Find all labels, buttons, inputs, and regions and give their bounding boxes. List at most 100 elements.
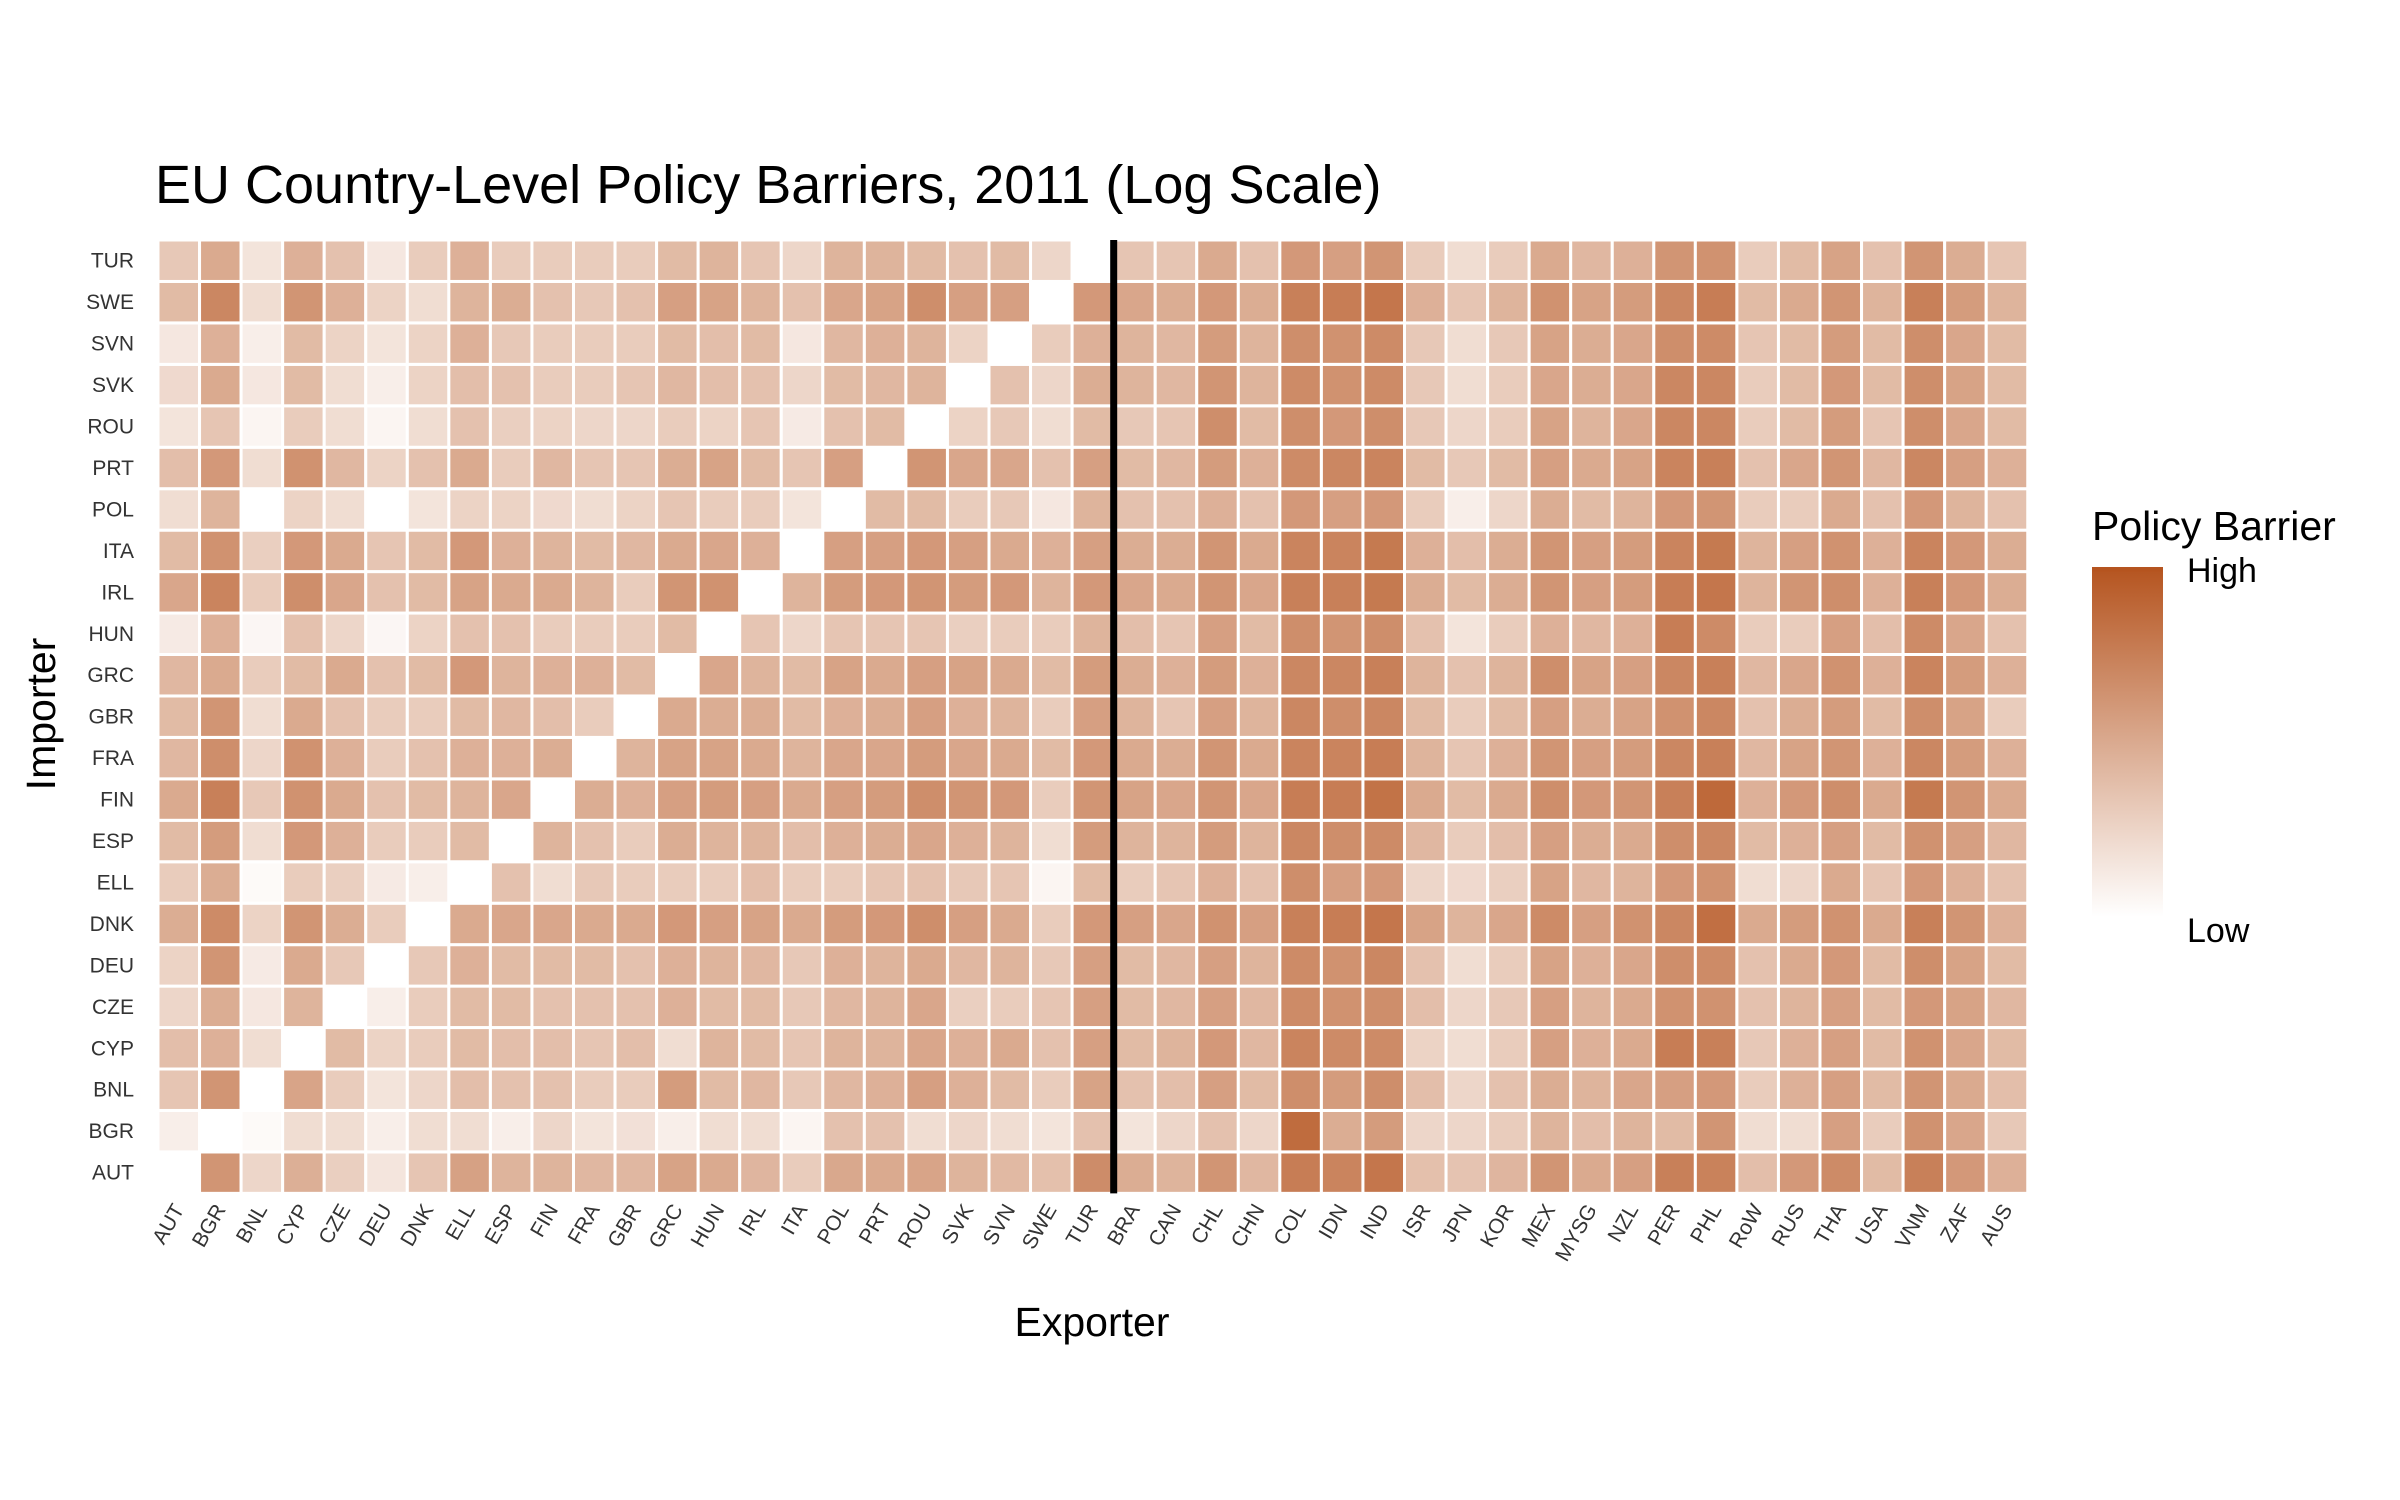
heatmap-cell-DNK-PHL [1693, 901, 1739, 947]
heatmap-cell-GRC-GRC [655, 653, 700, 698]
heatmap-cell-SVK-ELL [447, 362, 492, 408]
heatmap-cell-ROU-USA [1860, 404, 1905, 449]
heatmap-cell-FIN-HUN [696, 777, 742, 822]
heatmap-cell-CZE-ITA [779, 984, 825, 1030]
heatmap-cell-POL-GRC [655, 487, 700, 532]
heatmap-cell-CZE-IRL [738, 984, 783, 1030]
y-tick-label-AUT: AUT [92, 1162, 134, 1185]
heatmap-cell-GRC-CHN [1236, 653, 1282, 698]
heatmap-cell-ESP-ESP [488, 818, 534, 864]
heatmap-cell-SWE-ROU [904, 279, 949, 325]
y-tick-label-CYP: CYP [91, 1037, 134, 1060]
heatmap-cell-ESP-MEX [1527, 818, 1573, 864]
heatmap-cell-GBR-POL [821, 694, 866, 739]
heatmap-cell-PRT-FRA [572, 445, 617, 491]
heatmap-cell-GRC-CAN [1153, 653, 1199, 698]
heatmap-cell-IRL-FIN [530, 570, 576, 615]
heatmap-cell-ELL-GBR [613, 860, 659, 905]
heatmap-cell-CYP-THA [1818, 1026, 1864, 1071]
heatmap-cell-POL-RUS [1776, 487, 1822, 532]
heatmap-cell-ESP-NZL [1610, 818, 1656, 864]
heatmap-cell-CZE-PER [1652, 984, 1697, 1030]
heatmap-cell-FIN-IDN [1319, 777, 1365, 822]
heatmap-cell-DEU-FIN [530, 943, 576, 988]
heatmap-cell-SVN-MYSG [1569, 321, 1614, 366]
heatmap-cell-CYP-AUT [156, 1026, 202, 1071]
heatmap-cell-DNK-CZE [322, 901, 368, 947]
heatmap-cell-ESP-PHL [1693, 818, 1739, 864]
heatmap-cell-SWE-CHL [1195, 279, 1240, 325]
heatmap-cell-SVN-TUR [1070, 321, 1116, 366]
heatmap-cell-BNL-DEU [364, 1067, 409, 1112]
heatmap-cell-ROU-AUT [156, 404, 202, 449]
y-tick-label-IRL: IRL [101, 581, 134, 604]
heatmap-cell-POL-CHN [1236, 487, 1282, 532]
heatmap-cell-SVK-JPN [1444, 362, 1490, 408]
heatmap-cell-PRT-PER [1652, 445, 1697, 491]
heatmap-cell-ESP-GBR [613, 818, 659, 864]
heatmap-cell-GBR-USA [1860, 694, 1905, 739]
heatmap-cell-ESP-BGR [198, 818, 243, 864]
heatmap-cell-SVK-BGR [198, 362, 243, 408]
heatmap-cell-CZE-MEX [1527, 984, 1573, 1030]
heatmap-cell-BNL-RUS [1776, 1067, 1822, 1112]
heatmap-cell-CYP-GRC [655, 1026, 700, 1071]
heatmap-cell-SVK-CYP [281, 362, 326, 408]
heatmap-cell-ITA-JPN [1444, 528, 1490, 574]
heatmap-cell-CYP-IND [1361, 1026, 1406, 1071]
heatmap-cell-TUR-CYP [281, 238, 326, 283]
legend-colorbar [2092, 567, 2163, 917]
heatmap-cell-TUR-FRA [572, 238, 617, 283]
heatmap-cell-ELL-DNK [405, 860, 451, 905]
y-tick-label-DNK: DNK [90, 913, 134, 936]
heatmap-cell-DNK-ROU [904, 901, 949, 947]
heatmap-cell-ESP-CZE [322, 818, 368, 864]
heatmap-cell-CYP-VNM [1901, 1026, 1947, 1071]
heatmap-cell-ELL-AUS [1984, 860, 2030, 905]
heatmap-cell-BNL-AUT [156, 1067, 202, 1112]
heatmap-cell-FRA-KOR [1486, 735, 1531, 781]
heatmap-cell-FIN-JPN [1444, 777, 1490, 822]
heatmap-cell-DNK-SVK [945, 901, 991, 947]
heatmap-cell-GBR-CHL [1195, 694, 1240, 739]
heatmap-cell-FRA-CYP [281, 735, 326, 781]
heatmap-cell-BGR-CAN [1153, 1108, 1199, 1154]
heatmap-cell-BNL-ESP [488, 1067, 534, 1112]
heatmap-cell-GRC-CHL [1195, 653, 1240, 698]
heatmap-cell-CZE-CYP [281, 984, 326, 1030]
heatmap-cell-POL-SWE [1029, 487, 1074, 532]
heatmap-cell-GRC-THA [1818, 653, 1864, 698]
heatmap-cell-POL-AUS [1984, 487, 2030, 532]
heatmap-cell-CYP-CAN [1153, 1026, 1199, 1071]
heatmap-cell-GRC-FIN [530, 653, 576, 698]
heatmap-cell-ROU-AUS [1984, 404, 2030, 449]
heatmap-cell-SWE-CHN [1236, 279, 1282, 325]
heatmap-cell-FIN-MYSG [1569, 777, 1614, 822]
heatmap-cell-FIN-PHL [1693, 777, 1739, 822]
heatmap-cell-IRL-CZE [322, 570, 368, 615]
heatmap-cell-AUT-POL [821, 1150, 866, 1195]
heatmap-cell-HUN-FRA [572, 611, 617, 656]
heatmap-cell-DNK-IRL [738, 901, 783, 947]
heatmap-cell-IRL-DNK [405, 570, 451, 615]
heatmap-cell-GBR-CAN [1153, 694, 1199, 739]
heatmap-cell-DEU-FRA [572, 943, 617, 988]
heatmap-cell-ROU-PER [1652, 404, 1697, 449]
heatmap-cell-PRT-MYSG [1569, 445, 1614, 491]
heatmap-cell-DNK-CAN [1153, 901, 1199, 947]
heatmap-cell-ESP-ZAF [1943, 818, 1988, 864]
heatmap-cell-SVN-DEU [364, 321, 409, 366]
heatmap-cell-ELL-MYSG [1569, 860, 1614, 905]
heatmap-cell-POL-BGR [198, 487, 243, 532]
heatmap-cell-DEU-THA [1818, 943, 1864, 988]
heatmap-cell-TUR-CZE [322, 238, 368, 283]
heatmap-cell-ELL-COL [1278, 860, 1323, 905]
heatmap-cell-ROU-SWE [1029, 404, 1074, 449]
heatmap-cell-ROU-FRA [572, 404, 617, 449]
heatmap-cell-ELL-ROU [904, 860, 949, 905]
heatmap-cell-ROU-CHN [1236, 404, 1282, 449]
heatmap-cell-SVN-USA [1860, 321, 1905, 366]
heatmap-cell-DEU-MYSG [1569, 943, 1614, 988]
heatmap-cell-HUN-CYP [281, 611, 326, 656]
heatmap-cell-BGR-GRC [655, 1108, 700, 1154]
